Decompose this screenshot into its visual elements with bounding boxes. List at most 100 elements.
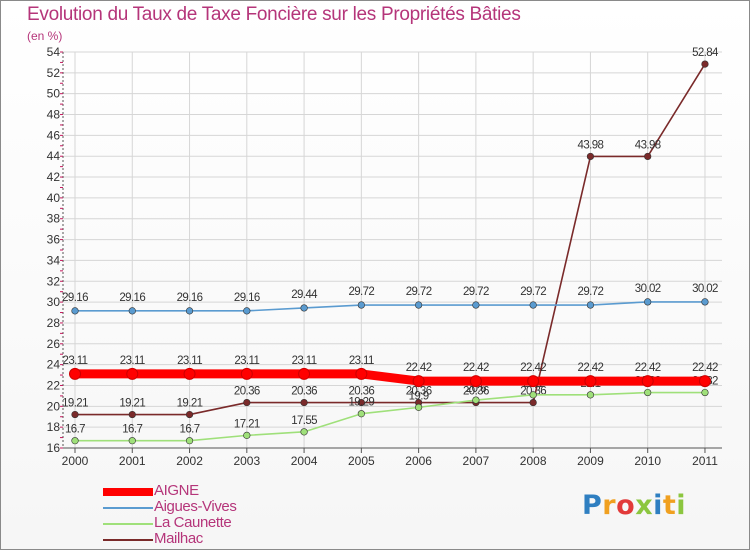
data-label-aigne-2011: 22.42 — [692, 362, 718, 374]
chart-subtitle: (en %) — [27, 29, 63, 43]
x-tick-label-2007: 2007 — [463, 454, 490, 468]
data-point-mailhac-2002 — [185, 410, 194, 419]
data-point-mailhac-2004 — [300, 398, 308, 407]
data-label-aigne-2007: 22.42 — [463, 362, 489, 374]
data-label-aigne-2002: 23.11 — [177, 355, 202, 367]
data-label-mailhac-2001: 19.21 — [119, 398, 145, 410]
data-label-aigues-vives-2001: 29.16 — [119, 292, 145, 304]
data-label-mailhac-2005: 20.36 — [348, 386, 374, 398]
data-point-aigues-vives-2008 — [529, 301, 537, 309]
y-tick-label-34: 34 — [47, 253, 61, 267]
y-tick-label-46: 46 — [47, 128, 61, 142]
data-label-aigues-vives-2003: 29.16 — [234, 292, 260, 304]
data-label-aigues-vives-2005: 29.72 — [348, 286, 374, 298]
logo-letter: i — [676, 490, 687, 521]
legend-label-la-caunette: La Caunette — [154, 514, 232, 531]
data-point-aigues-vives-2002 — [185, 307, 194, 315]
data-label-aigne-2009: 22.42 — [578, 362, 604, 374]
x-tick-label-2000: 2000 — [62, 454, 89, 468]
data-point-aigues-vives-2010 — [644, 298, 652, 306]
data-point-la-caunette-2011 — [701, 388, 709, 397]
y-tick-label-18: 18 — [47, 420, 61, 434]
data-point-aigne-2006 — [412, 375, 425, 388]
data-label-aigues-vives-2002: 29.16 — [177, 292, 203, 304]
y-tick-label-44: 44 — [47, 149, 61, 163]
logo-letter: r — [602, 490, 617, 521]
data-point-mailhac-2008 — [529, 398, 537, 407]
y-tick-label-16: 16 — [47, 441, 61, 455]
data-point-aigne-2007 — [469, 375, 482, 388]
data-point-aigues-vives-2003 — [243, 307, 251, 315]
y-tick-label-28: 28 — [47, 316, 61, 330]
data-point-la-caunette-2005 — [357, 410, 365, 418]
data-point-mailhac-2009 — [586, 152, 595, 161]
data-label-aigne-2010: 22.42 — [635, 362, 661, 374]
x-tick-label-2003: 2003 — [233, 454, 260, 468]
data-point-aigues-vives-2005 — [357, 301, 365, 309]
data-point-la-caunette-2002 — [185, 437, 194, 445]
data-label-la-caunette-2007: 20.6 — [466, 383, 486, 395]
y-tick-label-54: 54 — [47, 45, 61, 59]
data-point-mailhac-2001 — [128, 410, 136, 419]
logo-letter: t — [662, 490, 677, 521]
data-point-la-caunette-2007 — [472, 396, 480, 404]
y-tick-label-26: 26 — [47, 337, 61, 351]
logo-letter: o — [616, 490, 636, 521]
data-label-mailhac-2007: 20.36 — [463, 386, 489, 398]
data-label-la-caunette-2005: 19.29 — [348, 397, 374, 409]
logo-letter: i — [653, 490, 663, 521]
logo-letter: x — [635, 490, 654, 521]
x-tick-label-2001: 2001 — [119, 454, 146, 468]
data-label-la-caunette-2002: 16.7 — [180, 424, 200, 436]
data-point-aigne-2003 — [240, 367, 253, 380]
proxiti-logo: Proxiti — [582, 490, 686, 521]
data-point-mailhac-2010 — [644, 152, 652, 161]
data-point-aigne-2001 — [126, 367, 139, 380]
data-label-la-caunette-2000: 16.7 — [65, 424, 85, 436]
data-label-aigne-2005: 23.11 — [349, 355, 374, 367]
data-point-aigues-vives-2006 — [415, 301, 423, 309]
data-label-aigues-vives-2004: 29.44 — [291, 289, 318, 301]
data-label-mailhac-2003: 20.36 — [234, 386, 260, 398]
data-label-aigne-2003: 23.11 — [234, 355, 259, 367]
data-point-aigne-2002 — [183, 367, 196, 380]
data-label-aigues-vives-2007: 29.72 — [463, 286, 489, 298]
data-label-mailhac-2000: 19.21 — [62, 398, 88, 410]
data-label-aigne-2001: 23.11 — [120, 355, 145, 367]
legend-label-aigne: AIGNE — [154, 482, 199, 499]
data-point-la-caunette-2000 — [71, 437, 79, 445]
data-point-la-caunette-2003 — [243, 431, 251, 439]
data-label-mailhac-2006: 20.36 — [406, 386, 432, 398]
y-tick-label-48: 48 — [47, 108, 61, 122]
y-tick-label-50: 50 — [47, 87, 61, 101]
legend-swatch-aigues-vives — [103, 507, 153, 509]
legend-label-aigues-vives: Aigues-Vives — [154, 498, 237, 515]
data-label-mailhac-2010: 43.98 — [635, 139, 661, 151]
data-point-aigues-vives-2000 — [71, 307, 79, 315]
data-point-la-caunette-2008 — [529, 391, 537, 399]
data-label-la-caunette-2003: 17.21 — [234, 418, 260, 430]
data-label-aigne-2006: 22.42 — [406, 362, 432, 374]
legend-swatch-aigne — [103, 488, 153, 496]
legend-label-mailhac: Mailhac — [154, 530, 203, 547]
data-label-aigues-vives-2010: 30.02 — [635, 283, 661, 295]
series-line-la-caunette — [75, 391, 705, 442]
series-line-mailhac — [75, 63, 706, 416]
y-tick-label-32: 32 — [47, 274, 61, 288]
data-point-aigues-vives-2007 — [472, 301, 480, 309]
y-tick-label-38: 38 — [47, 212, 61, 226]
data-point-la-caunette-2006 — [415, 403, 423, 411]
y-tick-label-30: 30 — [47, 295, 61, 309]
data-point-la-caunette-2009 — [586, 391, 595, 399]
data-point-la-caunette-2004 — [300, 428, 308, 436]
data-label-la-caunette-2006: 19.9 — [409, 390, 429, 402]
data-point-mailhac-2003 — [243, 398, 251, 407]
data-point-aigues-vives-2001 — [128, 307, 136, 315]
y-tick-label-40: 40 — [47, 191, 61, 205]
data-point-aigne-2004 — [298, 367, 311, 380]
data-label-aigues-vives-2011: 30.02 — [692, 283, 718, 295]
series-line-aigues-vives — [75, 301, 705, 312]
data-label-mailhac-2011: 52.84 — [692, 47, 719, 59]
